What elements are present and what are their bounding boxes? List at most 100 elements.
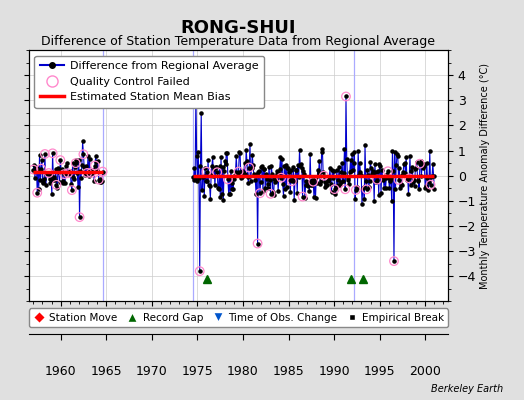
Point (368, 168, 377, 174)
Point (352, 187, 360, 193)
Point (287, 167, 296, 174)
Point (308, 182, 316, 188)
Point (224, 176, 232, 183)
Point (64, 170, 73, 177)
Point (33, 190, 41, 196)
Point (257, 164, 266, 170)
Point (392, 162, 400, 168)
Point (277, 174, 286, 181)
Point (298, 193, 307, 200)
Point (310, 194, 318, 201)
Point (255, 168, 264, 175)
Point (340, 146, 348, 153)
Point (41, 151, 49, 157)
Point (283, 165, 291, 171)
Point (421, 185, 429, 191)
Point (34, 166, 42, 172)
Point (45, 170, 53, 176)
Point (306, 151, 314, 157)
Point (330, 186, 339, 192)
Point (334, 177, 343, 183)
Point (412, 164, 420, 171)
Point (83, 170, 91, 176)
Point (325, 176, 333, 182)
Point (53, 185, 61, 192)
Point (75, 214, 84, 220)
Point (56, 157, 64, 163)
Point (330, 186, 339, 192)
Point (320, 172, 328, 179)
Point (424, 187, 432, 194)
Point (95, 176, 104, 182)
Point (342, 93, 350, 100)
Point (60, 171, 68, 177)
Point (71, 160, 80, 166)
Point (343, 175, 352, 182)
Point (212, 164, 220, 170)
Point (90, 178, 99, 184)
Point (54, 169, 63, 176)
Point (197, 110, 205, 116)
Point (303, 179, 311, 186)
Point (363, 186, 371, 192)
Point (211, 182, 219, 188)
Point (244, 174, 252, 180)
Point (46, 176, 54, 182)
Point (321, 179, 329, 186)
Point (29, 166, 38, 173)
Point (377, 190, 385, 196)
Point (192, 92, 200, 98)
Point (94, 158, 102, 164)
Point (337, 168, 346, 175)
Point (357, 172, 365, 178)
Point (29, 166, 38, 173)
Point (77, 174, 85, 181)
Point (64, 170, 72, 176)
Point (358, 185, 367, 192)
Point (262, 171, 270, 178)
Point (192, 92, 200, 98)
Point (288, 176, 297, 182)
Point (89, 167, 97, 173)
Point (356, 169, 365, 176)
Point (350, 160, 358, 166)
Point (307, 182, 315, 188)
Point (231, 172, 239, 179)
Point (289, 164, 298, 170)
Point (200, 193, 209, 200)
Point (372, 169, 380, 176)
Point (281, 162, 290, 168)
Point (62, 163, 71, 169)
Point (79, 151, 88, 158)
Point (378, 167, 386, 174)
Point (209, 154, 217, 160)
Point (263, 176, 271, 183)
Point (265, 164, 273, 170)
Point (348, 151, 356, 157)
Point (370, 198, 378, 204)
Point (191, 174, 199, 181)
Point (202, 168, 211, 175)
Point (425, 178, 433, 185)
Point (395, 164, 403, 171)
Point (210, 166, 219, 172)
Point (76, 168, 84, 174)
Point (97, 178, 105, 185)
Point (423, 175, 432, 182)
Point (42, 171, 51, 177)
Point (291, 166, 300, 173)
Point (288, 178, 296, 184)
Point (274, 188, 282, 194)
Point (91, 162, 99, 169)
Point (345, 181, 353, 187)
Point (221, 158, 229, 164)
Point (429, 172, 438, 179)
Point (355, 160, 364, 166)
Point (414, 178, 422, 184)
Point (196, 162, 205, 169)
Point (285, 169, 293, 176)
Point (63, 160, 71, 166)
Point (323, 182, 331, 188)
Point (82, 162, 90, 169)
Point (411, 166, 420, 172)
